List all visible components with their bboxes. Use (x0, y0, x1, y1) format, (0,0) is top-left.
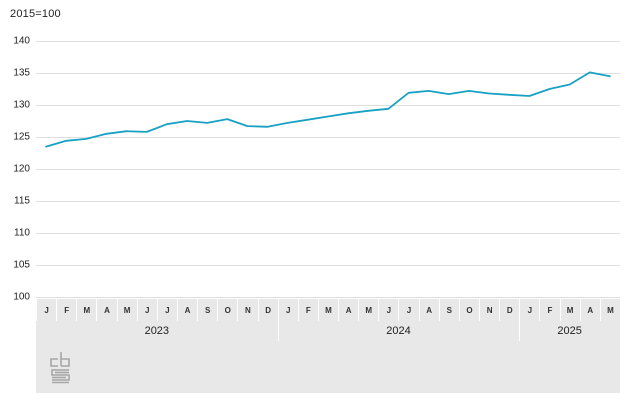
month-tick-label: D (499, 299, 519, 321)
gridline-130 (36, 105, 620, 106)
month-tick-label: F (56, 299, 76, 321)
year-label-2024: 2024 (386, 325, 411, 337)
cbs-logo (48, 351, 76, 387)
year-separator (519, 299, 521, 341)
year-label-2023: 2023 (144, 325, 170, 337)
unit-label: 2015=100 (10, 8, 61, 20)
month-tick-label: J (136, 299, 157, 321)
gridline-125 (36, 137, 620, 138)
y-tick-label-125: 125 (13, 131, 30, 143)
month-tick-label: M (116, 299, 137, 321)
month-tick-label: A (338, 299, 358, 321)
month-tick-label: O (458, 299, 479, 321)
month-tick-label: M (358, 299, 378, 321)
month-tick-label: M (599, 299, 620, 321)
month-tick-label: J (277, 299, 298, 321)
y-tick-label-105: 105 (13, 259, 30, 271)
y-tick-label-140: 140 (13, 35, 30, 47)
month-tick-label: J (156, 299, 177, 321)
gridline-105 (36, 265, 620, 266)
gridline-110 (36, 233, 620, 234)
gridline-135 (36, 73, 620, 74)
y-tick-label-120: 120 (13, 163, 30, 175)
y-tick-label-100: 100 (13, 291, 30, 303)
month-tick-label: M (317, 299, 338, 321)
month-tick-label: F (539, 299, 559, 321)
cbs-logo-icon (50, 352, 70, 384)
y-tick-label-110: 110 (14, 227, 30, 239)
month-tick-label: A (579, 299, 600, 321)
y-tick-label-135: 135 (13, 67, 30, 79)
month-tick-label: D (257, 299, 278, 321)
gridline-115 (36, 201, 620, 202)
month-tick-label: J (378, 299, 398, 321)
year-label-2025: 2025 (557, 325, 582, 337)
month-tick-label: S (197, 299, 217, 321)
month-tick-label: A (96, 299, 116, 321)
month-tick-label: F (297, 299, 318, 321)
y-tick-label-130: 130 (13, 99, 30, 111)
month-tick-label: M (76, 299, 96, 321)
month-tick-label: N (237, 299, 257, 321)
gridline-140 (36, 41, 620, 42)
month-tick-label: M (559, 299, 580, 321)
year-separator (277, 299, 279, 341)
month-tick-label: J (36, 299, 56, 321)
month-tick-label: N (479, 299, 499, 321)
y-tick-label-115: 115 (14, 195, 30, 207)
month-tick-label: S (438, 299, 459, 321)
month-tick-label: O (217, 299, 237, 321)
gridline-100 (36, 297, 620, 298)
month-tick-label: A (176, 299, 197, 321)
gridline-120 (36, 169, 620, 170)
month-tick-label: J (519, 299, 539, 321)
month-tick-label: A (418, 299, 439, 321)
index-series-line (45, 71, 611, 148)
month-tick-label: J (398, 299, 418, 321)
